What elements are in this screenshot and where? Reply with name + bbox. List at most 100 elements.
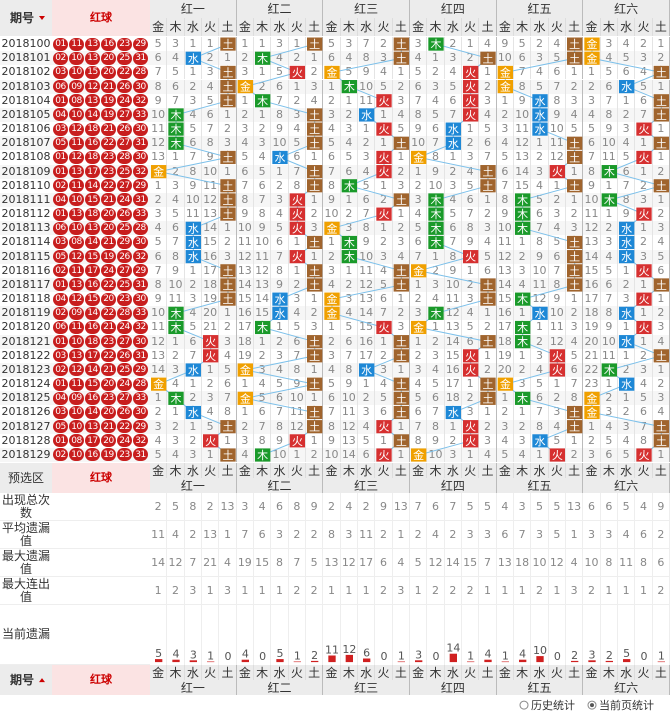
hit-label: 水 (448, 137, 459, 150)
omission-cell: 3 (306, 79, 324, 94)
omission-cell: 10 (150, 306, 168, 321)
omission-cell: 1 (392, 292, 410, 307)
omission-cell: 4 (566, 107, 584, 122)
omission-cell: 1 (479, 405, 497, 420)
hit-label: 土 (569, 421, 580, 434)
hit-label: 土 (309, 166, 320, 179)
red-ball: 22 (101, 306, 116, 320)
omission-cell: 10 (271, 136, 289, 151)
radio[interactable] (519, 700, 529, 710)
red-ball: 08 (69, 94, 84, 108)
omission-cell: 9 (236, 207, 254, 222)
omission-cell: 1 (254, 107, 272, 122)
stat-cell: 3 (514, 493, 532, 522)
omission-cell: 11 (202, 178, 220, 193)
omission-cell: 4 (271, 207, 289, 222)
red-ball: 02 (53, 363, 68, 377)
omission-cell: 9 (462, 235, 480, 250)
hit-label: 土 (569, 265, 580, 278)
omission-cell: 8 (635, 433, 653, 448)
omission-cell: 5 (288, 320, 306, 335)
omission-cell: 6 (479, 263, 497, 278)
omission-cell: 1 (635, 136, 653, 151)
red-ball: 02 (53, 448, 68, 462)
omission-cell: 9 (410, 122, 428, 137)
red-ball: 26 (117, 405, 132, 419)
hit-label: 金 (327, 292, 338, 306)
hit-label: 土 (656, 279, 667, 292)
omission-cell: 1 (444, 419, 462, 434)
omission-cell: 2 (600, 391, 618, 406)
element-header: 水 (271, 18, 289, 36)
stat-cell: 8 (288, 493, 306, 522)
hit-label: 木 (604, 194, 615, 207)
omission-cell: 7 (340, 348, 358, 363)
red-ball: 01 (53, 207, 68, 221)
omission-cell: 14 (496, 277, 514, 293)
element-header: 火 (548, 18, 566, 36)
omission-cell: 4 (202, 79, 220, 94)
omission-cell: 3 (496, 419, 514, 434)
red-ball: 20 (101, 377, 116, 391)
omission-cell: 1 (410, 277, 428, 293)
omission-cell: 13 (150, 150, 168, 165)
omission-cell: 19 (496, 348, 514, 363)
omission-cell: 15 (496, 292, 514, 307)
omission-cell: 7 (375, 306, 393, 321)
omission-cell: 2 (462, 136, 480, 151)
radio-label[interactable]: 当前页统计 (599, 698, 654, 712)
omission-cell: 1 (514, 405, 532, 420)
hit-label: 木 (171, 137, 182, 150)
omission-cell: 6 (600, 79, 618, 94)
red-ball: 21 (101, 235, 116, 249)
element-header: 金 (150, 463, 168, 479)
omission-cell: 3 (583, 447, 601, 463)
omission-cell: 7 (583, 150, 601, 165)
hit-label: 金 (500, 65, 511, 79)
omission-cell: 8 (323, 419, 341, 434)
omission-cell: 2 (635, 235, 653, 250)
hit-label: 火 (205, 350, 216, 363)
omission-cell: 3 (635, 192, 653, 208)
omission-cell: 6 (618, 65, 636, 80)
red-ball: 32 (133, 320, 148, 334)
omission-cell: 3 (392, 235, 410, 250)
omission-cell: 2 (410, 178, 428, 193)
omission-cell: 9 (271, 122, 289, 137)
omission-cell: 5 (531, 79, 549, 94)
omission-cell: 2 (184, 391, 202, 406)
stat-cell: 7 (410, 493, 428, 522)
omission-cell: 10 (288, 391, 306, 406)
omission-cell: 11 (288, 405, 306, 420)
radio-label[interactable]: 历史统计 (531, 699, 575, 712)
hit-label: 金 (587, 391, 598, 405)
element-header: 木 (600, 463, 618, 479)
hit-label: 土 (569, 137, 580, 150)
omission-cell: 6 (462, 334, 480, 349)
hit-label: 土 (223, 95, 234, 108)
stat-cell: 5 (462, 493, 480, 522)
omission-cell: 7 (635, 419, 653, 434)
red-ball: 20 (101, 221, 116, 235)
omission-cell: 8 (358, 221, 376, 236)
bar-value: 5 (623, 647, 630, 660)
hit-label: 木 (604, 166, 615, 179)
omission-cell: 8 (427, 150, 445, 165)
hit-label: 土 (309, 137, 320, 150)
omission-cell: 7 (635, 107, 653, 122)
omission-cell: 2 (427, 65, 445, 80)
omission-cell: 2 (358, 391, 376, 406)
element-header: 火 (202, 463, 220, 479)
bar-value: 4 (242, 648, 249, 661)
stat-cell: 4 (496, 493, 514, 522)
omission-cell: 4 (375, 377, 393, 392)
omission-cell: 7 (184, 150, 202, 165)
stat-cell: 13 (566, 493, 584, 522)
hit-label: 木 (517, 293, 528, 306)
omission-cell: 3 (306, 221, 324, 236)
red-ball: 12 (69, 250, 84, 264)
hit-label: 土 (309, 123, 320, 136)
omission-cell: 10 (254, 235, 272, 250)
omission-cell: 10 (271, 447, 289, 463)
element-header: 金 (496, 463, 514, 479)
